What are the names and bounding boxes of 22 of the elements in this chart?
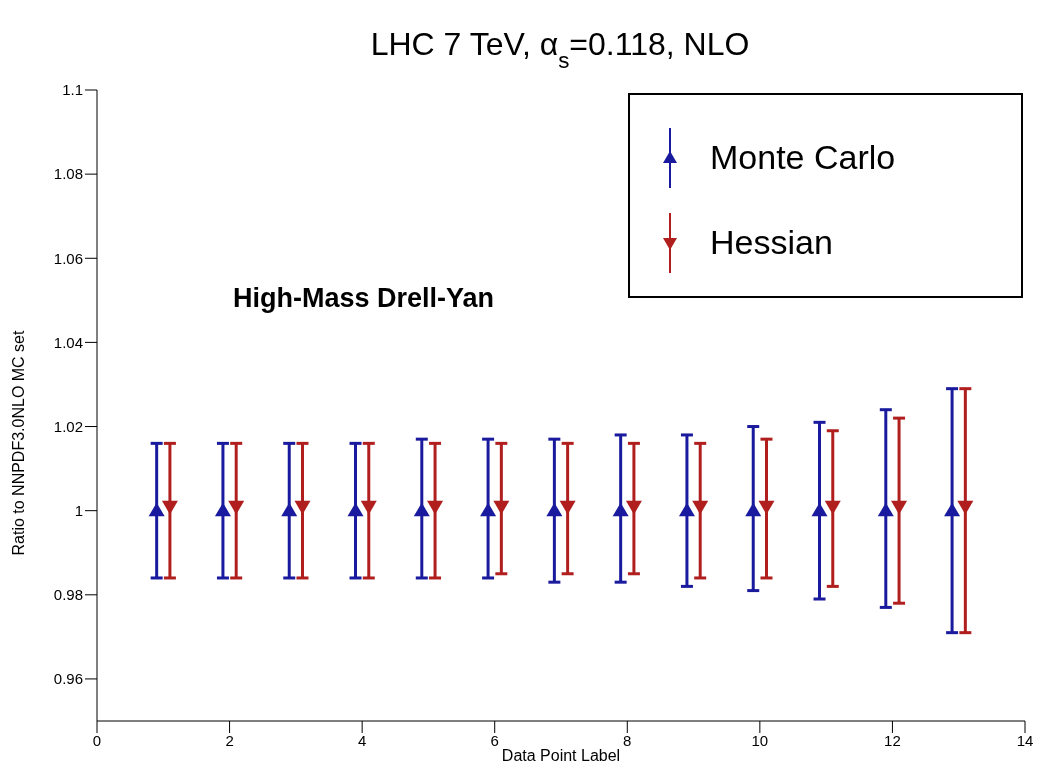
y-tick-label: 1.08 xyxy=(53,165,83,183)
chart-title: LHC 7 TeV, α$_{s}$=0.118, NLO xyxy=(370,26,750,73)
legend-label: Hessian xyxy=(710,223,833,262)
x-axis-title: Data Point Label xyxy=(501,747,621,764)
annotation: High-Mass Drell-Yan xyxy=(233,283,495,314)
x-tick-label: 0 xyxy=(92,731,102,749)
x-tick-label: 12 xyxy=(884,731,901,749)
legend-label: Monte Carlo xyxy=(710,138,896,177)
y-tick-label: 0.96 xyxy=(53,670,83,688)
x-tick-label: 6 xyxy=(490,731,499,749)
x-tick-label: 2 xyxy=(225,731,234,749)
x-tick-label: 14 xyxy=(1016,731,1034,749)
x-tick-label: 4 xyxy=(357,731,367,749)
y-tick-label: 1.04 xyxy=(53,333,83,351)
x-tick-label: 8 xyxy=(623,731,632,749)
x-tick-label: 10 xyxy=(751,731,769,749)
y-tick-label: 0.98 xyxy=(53,586,83,604)
y-tick-label: 1.06 xyxy=(53,249,83,267)
y-tick-label: 1.02 xyxy=(53,417,83,435)
y-tick-label: 1.1 xyxy=(62,81,83,99)
y-axis-title: Ratio to NNPDF3.0NLO MC set xyxy=(9,329,27,556)
y-tick-label: 1 xyxy=(74,501,83,519)
